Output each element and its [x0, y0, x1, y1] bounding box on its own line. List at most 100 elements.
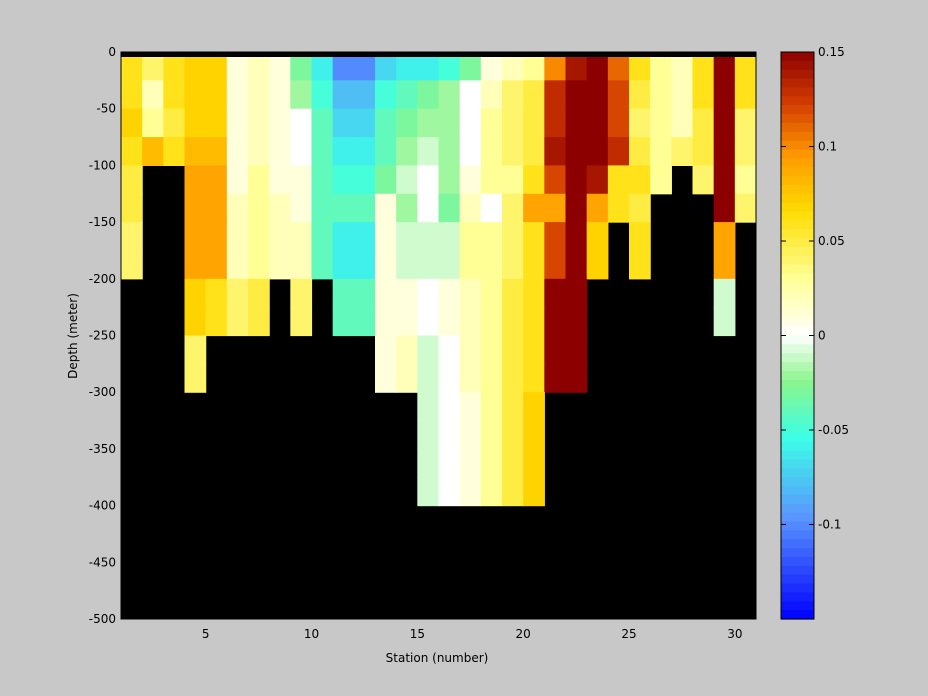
heatmap-cell — [502, 52, 524, 81]
heatmap-cell — [269, 193, 291, 223]
heatmap-cell — [586, 222, 609, 252]
heatmap-cell — [713, 52, 736, 81]
heatmap-cell — [311, 193, 334, 223]
heatmap-cell — [734, 52, 757, 81]
colorbar-segment — [781, 238, 814, 248]
heatmap-cell — [438, 335, 461, 365]
heatmap-cell — [226, 278, 249, 308]
heatmap-cell — [248, 307, 270, 337]
heatmap-cell — [184, 278, 207, 308]
heatmap-cell — [480, 137, 503, 166]
colorbar-segment — [781, 122, 814, 133]
heatmap-cell — [459, 222, 482, 252]
heatmap-cell — [438, 278, 461, 308]
heatmap-cell — [523, 222, 545, 252]
heatmap-cell — [121, 108, 143, 138]
heatmap-cell — [375, 165, 397, 195]
heatmap-cell — [332, 250, 355, 280]
heatmap-cell — [459, 392, 482, 422]
colorbar-segment — [781, 610, 814, 620]
heatmap-cell — [438, 222, 461, 252]
heatmap-cell — [480, 307, 503, 337]
colorbar-segment — [781, 441, 814, 452]
heatmap-cell — [629, 108, 651, 138]
colorbar-segment — [781, 193, 814, 204]
heatmap-cell — [629, 52, 651, 81]
y-tick-label: -200 — [89, 272, 116, 286]
heatmap-cell — [417, 278, 440, 308]
heatmap-cell — [332, 278, 355, 308]
heatmap-cell — [184, 363, 207, 393]
heatmap-cell — [502, 363, 524, 393]
heatmap-cell — [523, 363, 545, 393]
heatmap-cell — [459, 52, 482, 81]
colorbar-segment — [781, 370, 814, 381]
heatmap-cell — [480, 80, 503, 110]
heatmap-cell — [375, 193, 397, 223]
heatmap-cell — [396, 80, 418, 110]
heatmap-cell — [311, 108, 334, 138]
y-tick-label: -100 — [89, 158, 116, 172]
heatmap-cell — [184, 108, 207, 138]
heatmap-cell — [248, 250, 270, 280]
colorbar-segment — [781, 300, 814, 310]
y-axis: 0 -50 -100 -150 -200 -250 -300 -350 -400 -450 -500 — [89, 45, 116, 626]
heatmap-cell — [480, 250, 503, 280]
heatmap-cell — [353, 193, 376, 223]
heatmap-cell — [226, 52, 249, 81]
heatmap-cell — [544, 137, 567, 166]
heatmap-cell — [248, 108, 270, 138]
y-tick-label: -50 — [96, 102, 116, 116]
heatmap-cell — [332, 52, 355, 81]
heatmap-cell — [523, 80, 545, 110]
colorbar-tick-label: 0.05 — [818, 234, 845, 248]
heatmap-cell — [375, 278, 397, 308]
heatmap-cell — [438, 363, 461, 393]
colorbar-segment — [781, 583, 814, 594]
heatmap-cell — [269, 137, 291, 166]
heatmap-cell — [713, 307, 736, 337]
heatmap-cell — [586, 137, 609, 166]
heatmap-cell — [290, 52, 313, 81]
heatmap-cell — [480, 108, 503, 138]
heatmap-cell — [523, 250, 545, 280]
heatmap-cell — [248, 80, 270, 110]
y-tick-label: -500 — [89, 612, 116, 626]
heatmap-cell — [544, 278, 567, 308]
heatmap-cell — [417, 80, 440, 110]
colorbar-segment — [781, 592, 814, 602]
heatmap-cell — [734, 193, 757, 223]
heatmap-cell — [375, 137, 397, 166]
heatmap-cell — [205, 222, 228, 252]
colorbar-segment — [781, 52, 814, 62]
heatmap-cell — [375, 307, 397, 337]
colorbar-segment — [781, 114, 814, 124]
heatmap-cell — [438, 165, 461, 195]
heatmap-cell — [502, 448, 524, 478]
heatmap-cell — [565, 250, 588, 280]
heatmap-cell — [353, 108, 376, 138]
heatmap-cell — [629, 222, 651, 252]
heatmap-cell — [459, 335, 482, 365]
heatmap-cell — [396, 52, 418, 81]
y-tick-label: -450 — [89, 555, 116, 569]
heatmap-cell — [480, 165, 503, 195]
heatmap-cell — [671, 108, 694, 138]
heatmap-cell — [311, 80, 334, 110]
heatmap-cell — [375, 335, 397, 365]
heatmap-cell — [248, 165, 270, 195]
heatmap-cell — [438, 80, 461, 110]
x-tick-label: 15 — [410, 627, 425, 641]
x-tick-label: 5 — [202, 627, 210, 641]
heatmap-cell — [692, 52, 715, 81]
heatmap-cell — [269, 52, 291, 81]
colorbar-segment — [781, 362, 814, 372]
colorbar-segment — [781, 176, 814, 186]
heatmap-cell — [523, 307, 545, 337]
heatmap-cell — [226, 80, 249, 110]
colorbar-segment — [781, 308, 814, 319]
heatmap-cell — [184, 335, 207, 365]
surface-strip — [121, 52, 756, 57]
colorbar-segment — [781, 264, 814, 275]
heatmap-cell — [629, 250, 651, 280]
